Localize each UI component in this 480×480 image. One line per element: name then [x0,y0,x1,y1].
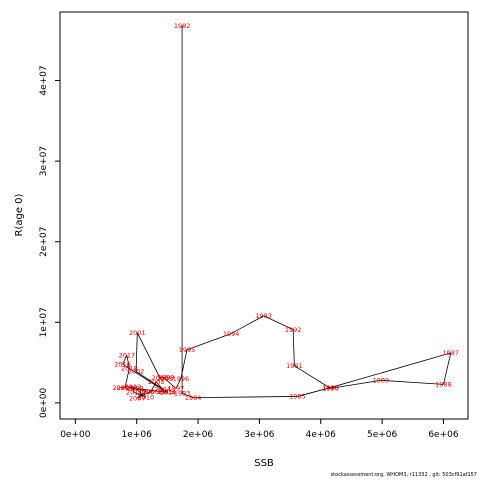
year-point-label: 2006 [143,388,160,396]
series-segment [263,315,294,330]
year-point-label: 2001 [129,329,146,337]
series-segment [181,392,194,399]
series-segment [129,387,169,393]
year-point-label: 2018 [121,365,138,373]
series-segment [162,388,167,392]
year-point-label: 2005 [148,378,165,386]
x-tick-label: 2e+06 [183,430,214,440]
series-segment [126,355,130,369]
series-segment [136,332,161,379]
series-lines [120,25,452,399]
year-point-label: 2014 [160,389,177,397]
series-segment [122,355,128,365]
year-point-label: 1984 [185,394,202,402]
series-segment [135,388,147,398]
footer-credit: stockassessment.org, WHOM3, r11332 , git… [330,472,477,478]
year-point-label: 1998 [157,375,174,383]
series-segment [134,392,147,398]
year-point-label: 1993 [255,312,272,320]
series-segment [137,391,151,399]
year-point-label: 2003 [158,388,175,396]
year-point-label: 2017 [119,352,136,360]
year-point-label: 2007 [129,394,146,402]
year-point-label: 2010 [138,394,155,402]
year-point-label: 2002 [128,368,145,376]
year-point-label: 2011 [126,389,143,397]
series-segment [443,352,452,385]
year-point-label: 1989 [373,377,390,385]
y-axis: 0e+00 1e+07 2e+07 3e+07 4e+07 [39,65,60,418]
x-tick-label: 1e+06 [122,430,153,440]
x-tick-label: 3e+06 [244,430,275,440]
x-axis-label: SSB [254,458,274,469]
year-point-label: 2009 [127,385,144,393]
series-segment [294,365,331,389]
series-segment [330,352,451,388]
series-segment [159,376,167,379]
series-segment [292,329,295,366]
year-point-label: 2013 [121,384,138,392]
series-segment [230,315,264,334]
series-segment [135,332,138,372]
series-segment [165,391,169,393]
series-segment [180,349,188,379]
year-point-label: 1995 [179,346,196,354]
year-point-label: 2008 [138,388,155,396]
series-segment [122,363,166,392]
year-point-label: 2015 [157,388,174,396]
year-point-label: 1986 [322,384,339,392]
series-segment [380,379,444,385]
y-tick-label: 2e+07 [39,227,49,257]
series-segment [156,381,163,390]
year-point-label: 1991 [286,362,303,370]
y-tick-label: 4e+07 [39,65,49,95]
year-point-label: 2012 [125,383,142,391]
year-point-label: 2004 [154,385,171,393]
year-point-label: 1987 [443,349,460,357]
y-tick-label: 0e+00 [39,387,49,418]
series-segment [186,333,232,351]
year-point-label: 1994 [223,330,240,338]
x-tick-label: 4e+06 [306,430,337,440]
year-point-label: 1997 [168,385,185,393]
series-segment [124,368,130,388]
plot-frame [59,11,469,420]
y-axis-label: R(age 0) [14,193,25,236]
year-point-label: 1983 [174,390,191,398]
series-segment [297,387,331,397]
y-tick-label: 1e+07 [39,307,49,337]
x-tick-label: 5e+06 [367,430,398,440]
series-segment [330,379,381,389]
series-segment [164,378,177,389]
year-point-label: 2020 [112,384,129,392]
x-axis: 0e+00 1e+06 2e+06 3e+06 4e+06 5e+06 6e+06 [60,419,459,440]
year-point-label: 1999 [158,373,175,381]
year-point-label: 1985 [289,393,306,401]
year-point-label: 1996 [173,375,190,383]
series-segment [193,396,298,399]
year-point-label: 1982 [174,22,191,30]
year-point-label: 1990 [322,385,339,393]
x-tick-label: 6e+06 [428,430,459,440]
year-point-label: 2019 [117,384,134,392]
year-point-label: 1988 [435,381,452,389]
x-tick-label: 0e+00 [60,430,91,440]
year-point-label: 2000 [152,374,169,382]
year-point-label: 1992 [285,326,302,334]
series-segment [137,391,147,399]
y-tick-label: 3e+07 [39,146,49,176]
series-segment [175,378,182,389]
year-point-label: 2016 [114,360,131,368]
